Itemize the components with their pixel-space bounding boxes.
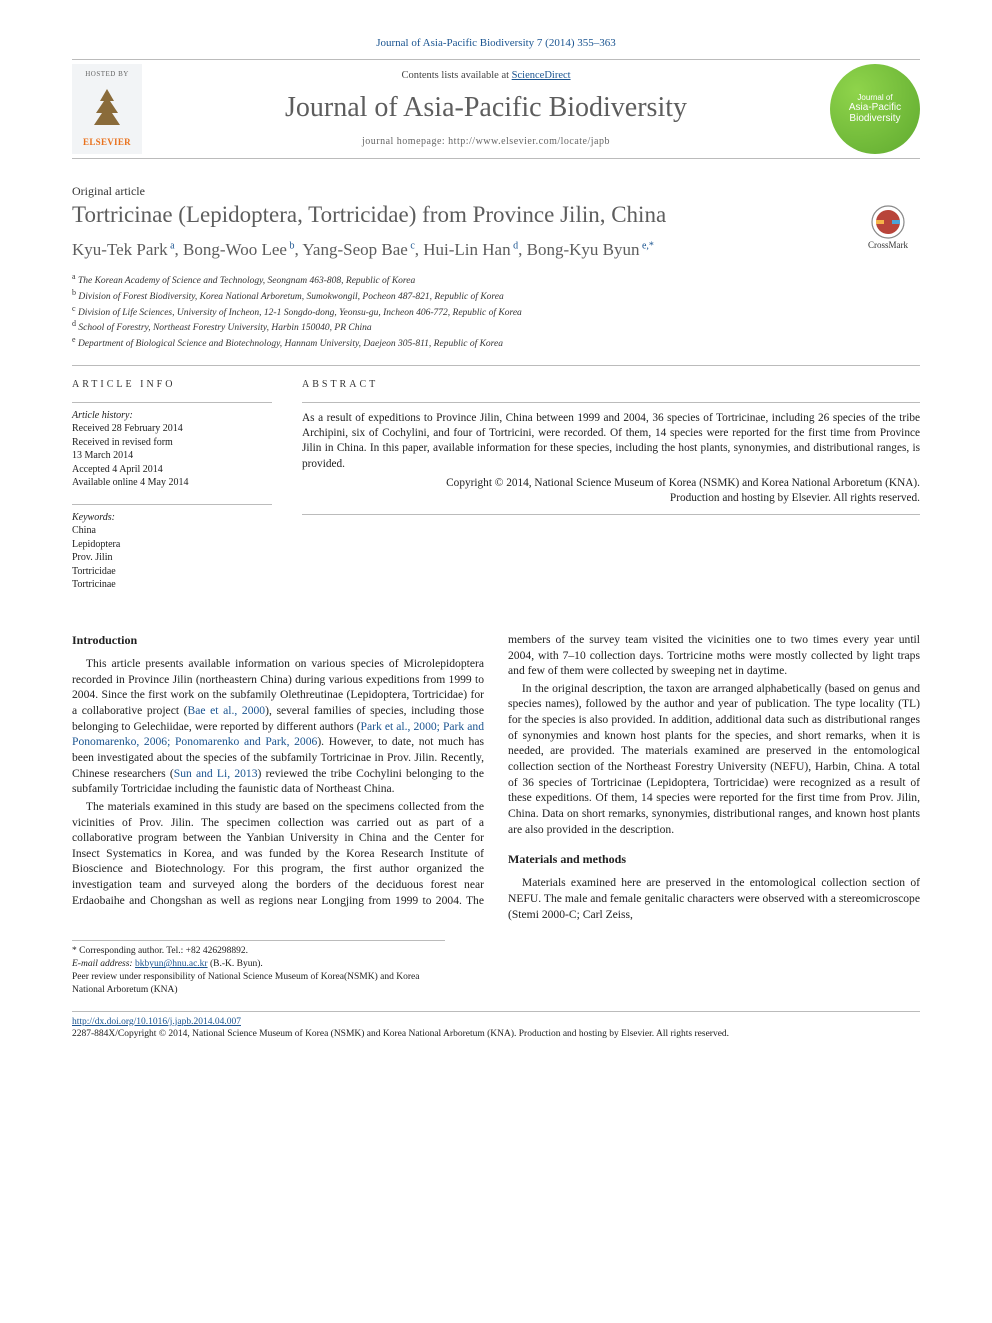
- elsevier-wordmark: ELSEVIER: [83, 136, 131, 148]
- journal-cover-badge: Journal of Asia-Pacific Biodiversity: [830, 64, 920, 154]
- badge-line-3: Biodiversity: [849, 113, 900, 125]
- article-history: Article history: Received 28 February 20…: [72, 402, 272, 490]
- ref-sun-li-2013[interactable]: Sun and Li, 2013: [174, 767, 258, 780]
- masthead: HOSTED BY ELSEVIER Contents lists availa…: [72, 59, 920, 159]
- history-line: 13 March 2014: [72, 449, 272, 463]
- hosted-by-label: HOSTED BY: [85, 70, 129, 79]
- keyword: Tortricinae: [72, 578, 272, 592]
- intro-para-1: This article presents available informat…: [72, 656, 484, 797]
- email-who: (B.-K. Byun).: [208, 959, 263, 969]
- author-aff-marker: b: [287, 240, 295, 251]
- author-aff-marker: c: [408, 240, 415, 251]
- doi-link[interactable]: http://dx.doi.org/10.1016/j.japb.2014.04…: [72, 1017, 241, 1027]
- author-aff-marker: a: [168, 240, 175, 251]
- keyword: China: [72, 524, 272, 538]
- keywords-block: Keywords: ChinaLepidopteraProv. JilinTor…: [72, 504, 272, 592]
- intro-para-3: In the original description, the taxon a…: [508, 681, 920, 837]
- journal-homepage: journal homepage: http://www.elsevier.co…: [156, 135, 816, 149]
- contents-prefix: Contents lists available at: [401, 70, 511, 81]
- affiliation-line: b Division of Forest Biodiversity, Korea…: [72, 288, 920, 304]
- keyword: Prov. Jilin: [72, 551, 272, 565]
- history-line: Accepted 4 April 2014: [72, 463, 272, 477]
- email-label: E-mail address:: [72, 959, 135, 969]
- history-line: Received in revised form: [72, 436, 272, 450]
- corresponding-author: * Corresponding author. Tel.: +82 426298…: [72, 945, 445, 958]
- article-info-column: ARTICLE INFO Article history: Received 2…: [72, 366, 272, 592]
- author: Yang-Seop Bae: [302, 240, 407, 259]
- mm-heading: Materials and methods: [508, 851, 920, 867]
- keywords-head: Keywords:: [72, 511, 272, 525]
- abstract-heading: ABSTRACT: [302, 378, 920, 392]
- mm-para-1: Materials examined here are preserved in…: [508, 875, 920, 922]
- author-list: Kyu-Tek Park a, Bong-Woo Lee b, Yang-Seo…: [72, 239, 842, 262]
- affiliation-line: a The Korean Academy of Science and Tech…: [72, 272, 920, 288]
- elsevier-tree-icon: [90, 87, 124, 127]
- article-info-heading: ARTICLE INFO: [72, 378, 272, 392]
- corresp-email-link[interactable]: bkbyun@hnu.ac.kr: [135, 959, 208, 969]
- footnotes: * Corresponding author. Tel.: +82 426298…: [72, 940, 445, 996]
- author: Kyu-Tek Park: [72, 240, 168, 259]
- affiliation-line: d School of Forestry, Northeast Forestry…: [72, 319, 920, 335]
- abstract-body: As a result of expeditions to Province J…: [302, 412, 920, 470]
- abstract-column: ABSTRACT As a result of expeditions to P…: [302, 366, 920, 592]
- keyword: Tortricidae: [72, 565, 272, 579]
- keyword: Lepidoptera: [72, 538, 272, 552]
- journal-name: Journal of Asia-Pacific Biodiversity: [156, 89, 816, 127]
- author-aff-marker: e,*: [639, 240, 653, 251]
- affiliations: a The Korean Academy of Science and Tech…: [72, 272, 920, 352]
- footer: http://dx.doi.org/10.1016/j.japb.2014.04…: [72, 1011, 920, 1042]
- crossmark-badge[interactable]: CrossMark: [856, 205, 920, 251]
- history-head: Article history:: [72, 409, 272, 423]
- author: Hui-Lin Han: [423, 240, 510, 259]
- affiliation-line: e Department of Biological Science and B…: [72, 335, 920, 351]
- email-line: E-mail address: bkbyun@hnu.ac.kr (B.-K. …: [72, 958, 445, 971]
- ref-bae-2000[interactable]: Bae et al., 2000: [188, 704, 266, 717]
- peer-review-note: Peer review under responsibility of Nati…: [72, 971, 445, 997]
- body-columns: Introduction This article presents avail…: [72, 632, 920, 922]
- author: Bong-Woo Lee: [183, 240, 287, 259]
- affiliation-line: c Division of Life Sciences, University …: [72, 304, 920, 320]
- author-aff-marker: d: [511, 240, 519, 251]
- crossmark-label: CrossMark: [868, 239, 908, 251]
- history-line: Available online 4 May 2014: [72, 476, 272, 490]
- badge-line-2: Asia-Pacific: [849, 102, 901, 114]
- author: Bong-Kyu Byun: [527, 240, 640, 259]
- footer-copyright: 2287-884X/Copyright © 2014, National Sci…: [72, 1028, 920, 1041]
- badge-line-1: Journal of: [857, 93, 892, 102]
- crossmark-icon: [871, 205, 905, 239]
- contents-line: Contents lists available at ScienceDirec…: [156, 69, 816, 83]
- history-line: Received 28 February 2014: [72, 422, 272, 436]
- abstract-text: As a result of expeditions to Province J…: [302, 402, 920, 516]
- abstract-copyright: Copyright © 2014, National Science Museu…: [302, 476, 920, 491]
- article-title: Tortricinae (Lepidoptera, Tortricidae) f…: [72, 201, 842, 229]
- elsevier-logo-box: HOSTED BY ELSEVIER: [72, 64, 142, 154]
- abstract-production: Production and hosting by Elsevier. All …: [302, 491, 920, 506]
- article-type: Original article: [72, 183, 920, 199]
- sciencedirect-link[interactable]: ScienceDirect: [512, 70, 571, 81]
- journal-citation: Journal of Asia-Pacific Biodiversity 7 (…: [72, 36, 920, 51]
- intro-heading: Introduction: [72, 632, 484, 648]
